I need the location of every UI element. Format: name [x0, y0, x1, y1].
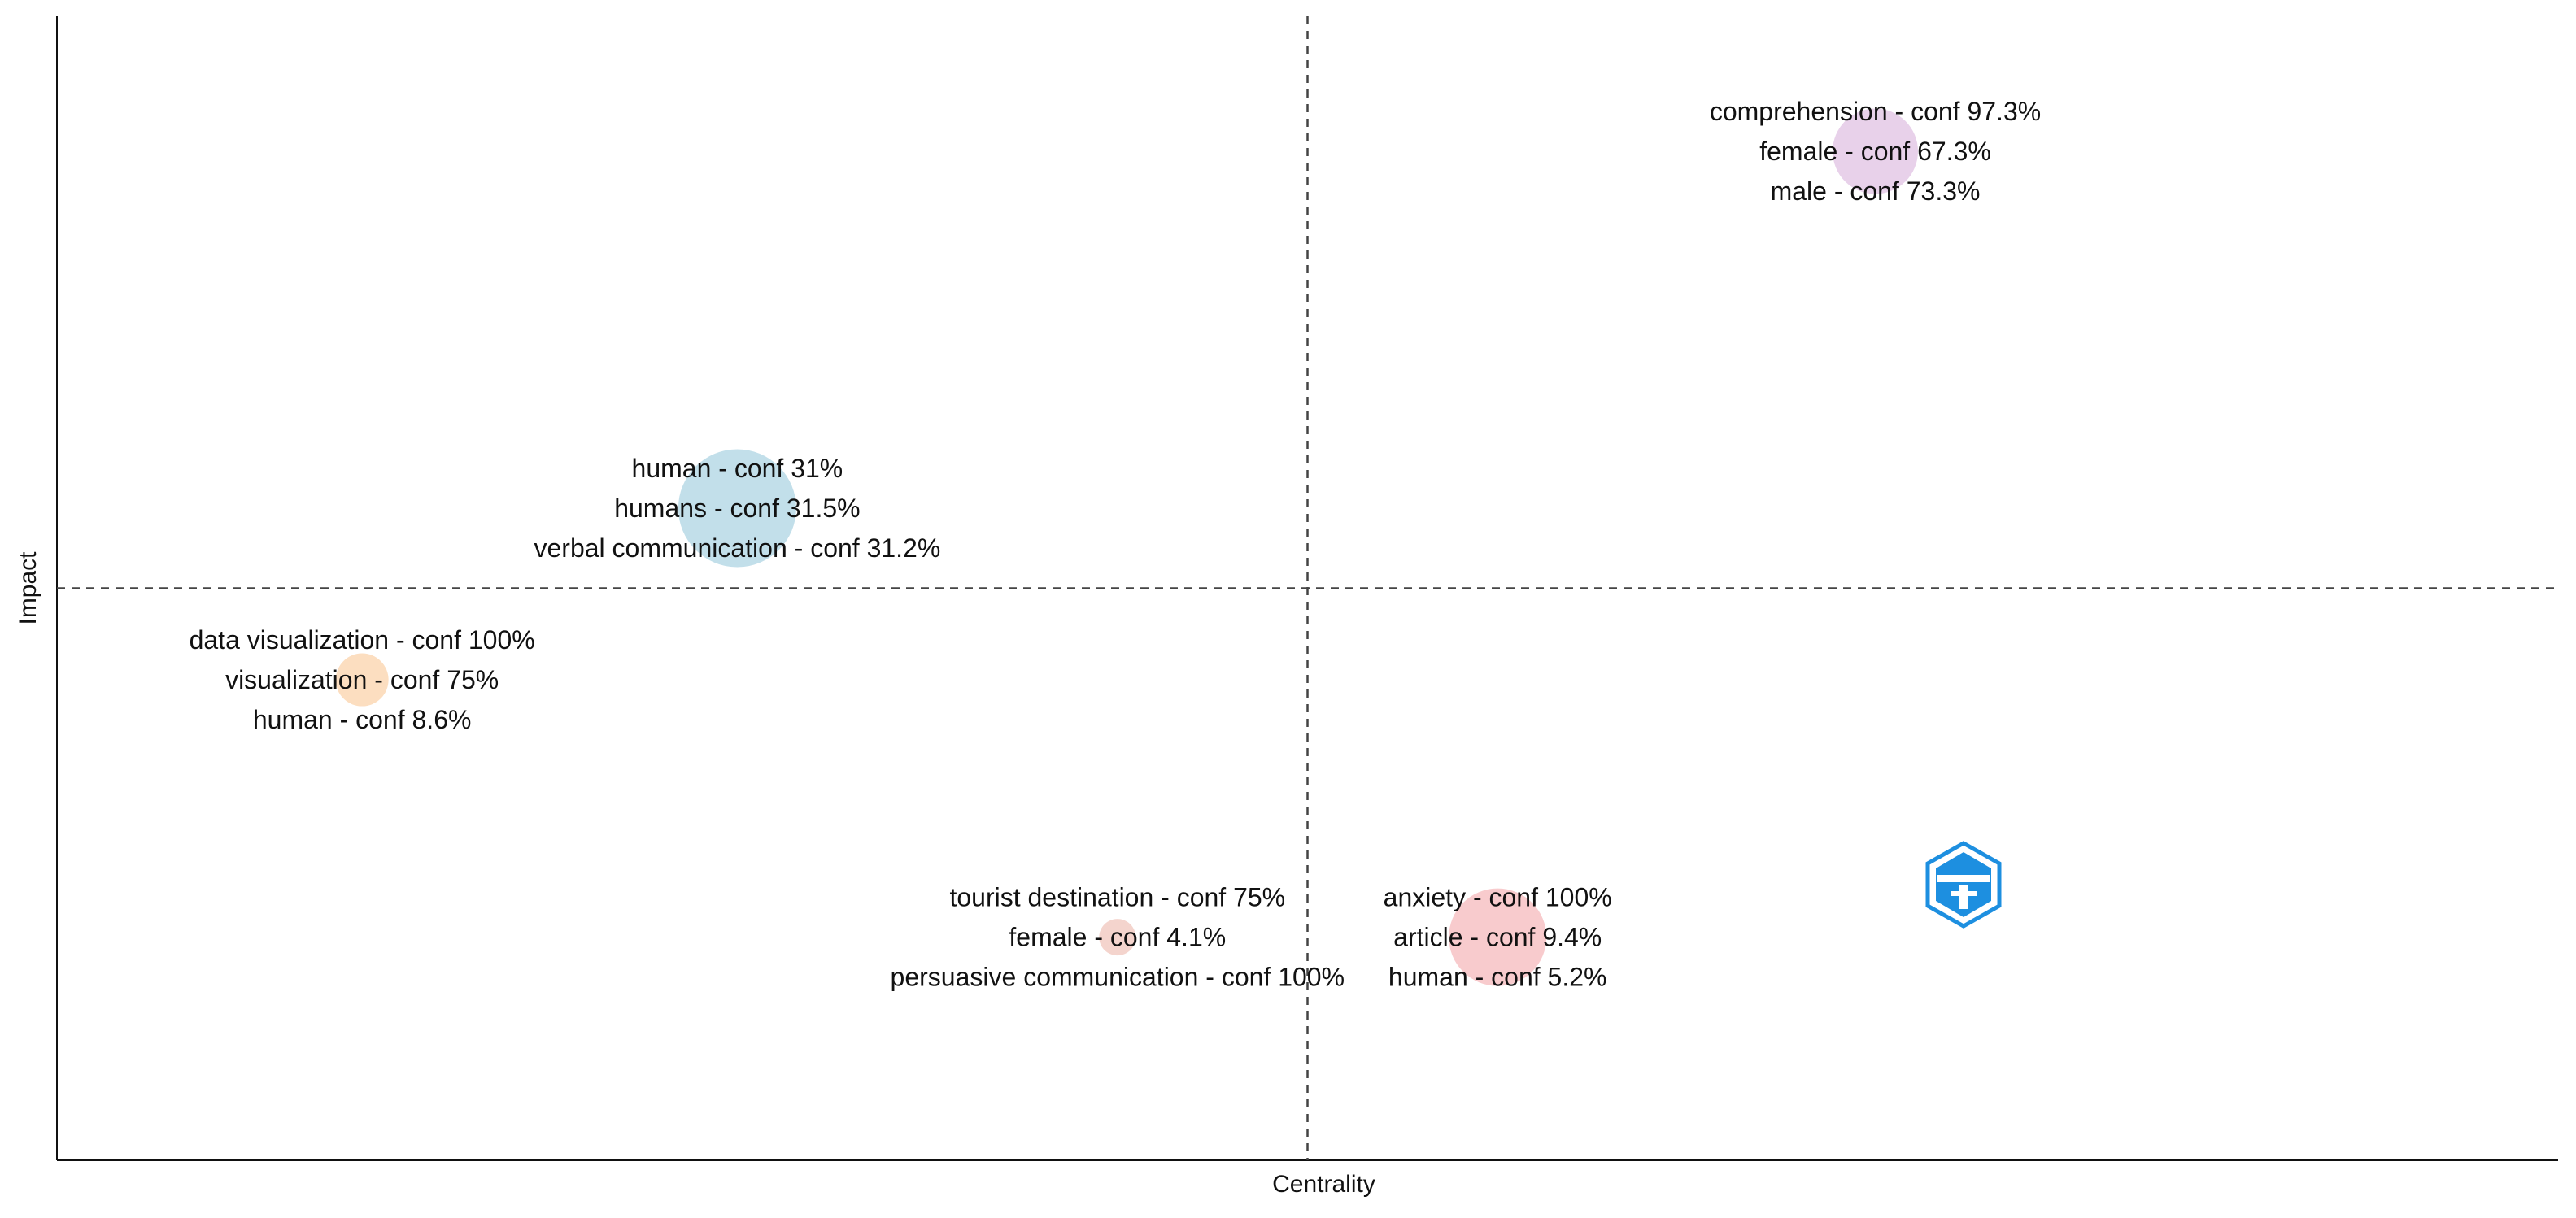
cluster-5-label: anxiety - conf 100% [1384, 883, 1612, 912]
cluster-1-label: male - conf 73.3% [1771, 176, 1981, 206]
cluster-1-label: female - conf 67.3% [1759, 137, 1991, 166]
cluster-bubble-3 [335, 653, 389, 707]
cluster-labels: comprehension - conf 97.3% female - conf … [190, 97, 2042, 992]
cluster-bubble-4 [1099, 919, 1136, 956]
cluster-bubble-1 [1833, 108, 1919, 194]
cluster-bubble-2 [678, 449, 796, 568]
cluster-5-label: article - conf 9.4% [1393, 923, 1602, 952]
cluster-2-label: human - conf 31% [632, 454, 843, 483]
cluster-4-label: tourist destination - conf 75% [949, 883, 1285, 912]
cluster-3-label: visualization - conf 75% [225, 665, 499, 694]
cluster-3-label: human - conf 8.6% [253, 705, 472, 734]
cluster-2-label: verbal communication - conf 31.2% [534, 533, 941, 563]
cluster-2-label: humans - conf 31.5% [614, 494, 860, 523]
y-axis-title: Impact [15, 551, 41, 625]
bibliometrix-logo-icon [1925, 841, 2002, 929]
cluster-4-label: persuasive communication - conf 100% [891, 963, 1345, 992]
cluster-5-label: human - conf 5.2% [1388, 963, 1607, 992]
cluster-bubbles [335, 108, 1919, 986]
x-axis-title: Centrality [1272, 1171, 1375, 1198]
cluster-3-label: data visualization - conf 100% [190, 625, 535, 655]
cluster-bubble-5 [1449, 888, 1547, 986]
cluster-1-label: comprehension - conf 97.3% [1710, 97, 2041, 126]
cluster-4-label: female - conf 4.1% [1009, 923, 1226, 952]
